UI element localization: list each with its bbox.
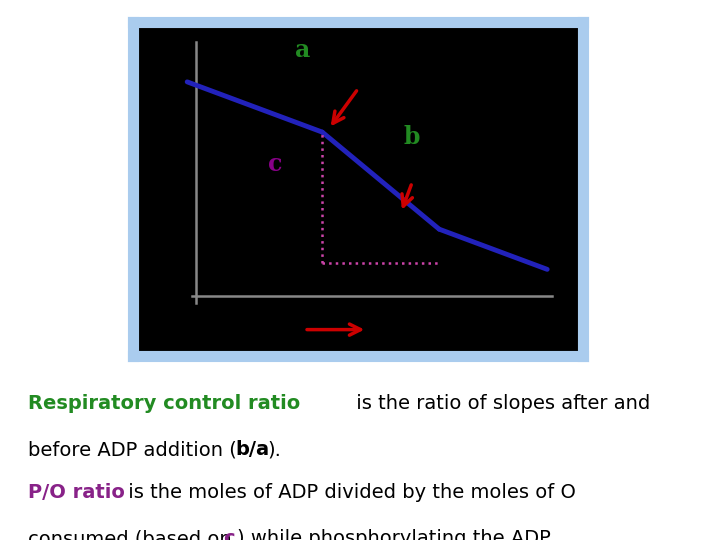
Text: ) while phosphorylating the ADP.: ) while phosphorylating the ADP. [237, 529, 554, 540]
Text: is the ratio of slopes after and: is the ratio of slopes after and [350, 394, 650, 413]
Text: P/O ratio: P/O ratio [28, 483, 125, 502]
Text: b: b [403, 125, 420, 149]
Text: Respiratory control ratio: Respiratory control ratio [28, 394, 301, 413]
Text: c: c [223, 529, 235, 540]
Text: ).: ). [267, 440, 281, 459]
Text: before ADP addition (: before ADP addition ( [28, 440, 237, 459]
Text: consumed (based on: consumed (based on [28, 529, 238, 540]
Text: a: a [295, 38, 310, 62]
Text: b/a: b/a [235, 440, 269, 459]
Text: c: c [268, 152, 282, 176]
Text: is the moles of ADP divided by the moles of O: is the moles of ADP divided by the moles… [122, 483, 576, 502]
